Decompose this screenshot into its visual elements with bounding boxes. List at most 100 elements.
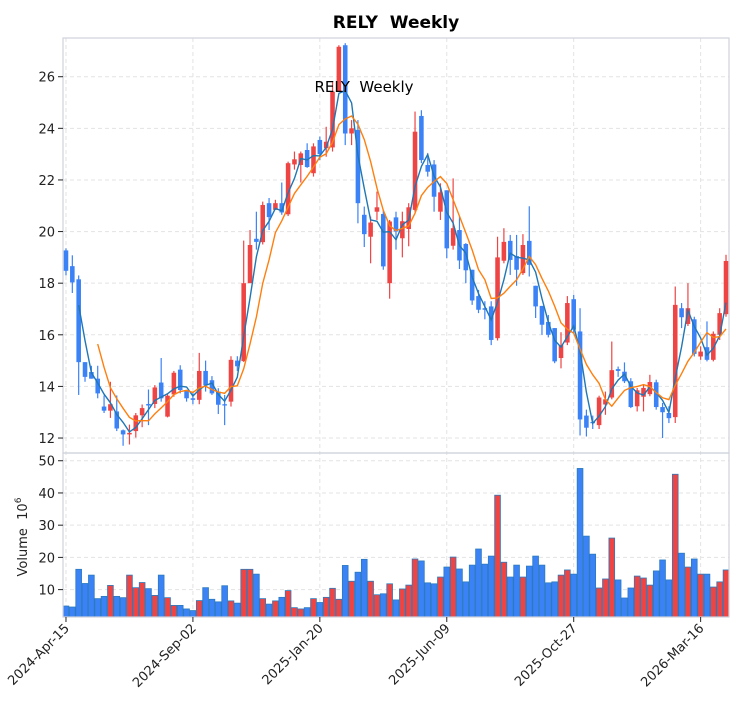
candle-down bbox=[254, 238, 259, 242]
candle-down bbox=[120, 430, 126, 435]
candle-up bbox=[273, 203, 278, 210]
volume-tick-label: 40 bbox=[38, 487, 55, 502]
volume-bar bbox=[437, 576, 444, 618]
volume-bar bbox=[94, 598, 101, 618]
chart-title: RELY Weekly bbox=[333, 13, 459, 33]
candle-down bbox=[177, 369, 183, 391]
volume-bar bbox=[500, 561, 508, 618]
volume-bar bbox=[265, 603, 273, 618]
price-tick-label: 14 bbox=[38, 380, 55, 395]
candle-up bbox=[634, 390, 640, 407]
volume-tick-label: 50 bbox=[38, 455, 55, 470]
candle-up bbox=[400, 221, 405, 239]
volume-bar bbox=[81, 583, 89, 618]
volume-bar bbox=[513, 564, 520, 618]
candle-down bbox=[539, 305, 545, 325]
candle-down bbox=[361, 214, 367, 235]
candle-down bbox=[514, 256, 519, 270]
candle-up bbox=[171, 372, 177, 395]
candle-down bbox=[114, 411, 120, 429]
volume-tick-label: 10 bbox=[38, 584, 55, 599]
x-tick-label: 2024-Apr-15 bbox=[5, 621, 72, 688]
candle-down bbox=[419, 115, 424, 161]
volume-bar bbox=[341, 565, 349, 618]
volume-bar bbox=[532, 555, 539, 618]
candle-up bbox=[139, 408, 145, 416]
candle-down bbox=[216, 391, 221, 405]
volume-bar bbox=[291, 607, 298, 618]
candle-up bbox=[374, 207, 380, 212]
candle-down bbox=[266, 203, 272, 218]
volume-bar bbox=[138, 582, 146, 618]
volume-bar bbox=[126, 574, 133, 618]
volume-bar bbox=[456, 568, 463, 618]
volume-bar bbox=[405, 584, 412, 618]
volume-bar bbox=[348, 580, 355, 618]
candle-down bbox=[190, 398, 196, 400]
candle-down bbox=[571, 299, 576, 330]
volume-bar bbox=[316, 602, 324, 618]
candle-up bbox=[349, 128, 354, 134]
candle-up bbox=[260, 204, 266, 243]
candle-down bbox=[577, 331, 583, 420]
volume-bar bbox=[494, 494, 501, 618]
candle-up bbox=[228, 359, 234, 402]
price-gridlines bbox=[63, 76, 729, 439]
candle-down bbox=[482, 308, 488, 310]
price-tick-label: 12 bbox=[38, 432, 55, 447]
volume-bar bbox=[399, 588, 406, 618]
candle-down bbox=[666, 412, 672, 419]
volume-gridlines bbox=[63, 460, 729, 591]
volume-bar bbox=[380, 593, 387, 618]
volume-bar bbox=[297, 608, 305, 618]
candle-down bbox=[235, 360, 240, 367]
volume-bar bbox=[272, 600, 279, 618]
candle-down bbox=[203, 370, 208, 386]
candle-up bbox=[609, 370, 615, 398]
volume-bar bbox=[278, 596, 286, 618]
x-tick-label: 2026-Mar-16 bbox=[638, 621, 707, 690]
volume-bar bbox=[335, 598, 343, 618]
candle-down bbox=[95, 378, 100, 394]
candle-down bbox=[355, 129, 361, 204]
volume-bars bbox=[62, 468, 730, 618]
candle-up bbox=[412, 131, 418, 210]
volume-bar bbox=[151, 595, 159, 618]
volume-bar bbox=[449, 556, 457, 618]
volume-bar bbox=[614, 579, 622, 618]
volume-bar bbox=[259, 598, 266, 618]
price-tick-label: 20 bbox=[38, 226, 55, 241]
price-tick-label: 16 bbox=[38, 329, 55, 344]
candle-up bbox=[438, 192, 443, 212]
moving-average-ma3 bbox=[78, 89, 727, 433]
volume-bar bbox=[621, 597, 628, 618]
price-tick-label: 24 bbox=[38, 122, 55, 137]
volume-bar bbox=[88, 574, 95, 618]
candle-up bbox=[323, 141, 329, 149]
x-tick-label: 2025-Jan-20 bbox=[260, 621, 327, 688]
volume-bar bbox=[418, 560, 425, 618]
candle-up bbox=[450, 228, 456, 246]
volume-bar bbox=[189, 610, 197, 618]
volume-bar bbox=[487, 555, 495, 618]
volume-bar bbox=[602, 578, 609, 618]
candle-down bbox=[63, 250, 69, 271]
candle-down bbox=[222, 404, 227, 406]
candle-down bbox=[546, 321, 551, 335]
volume-bar bbox=[633, 575, 641, 618]
candle-down bbox=[317, 139, 323, 155]
volume-bar bbox=[652, 570, 660, 618]
volume-bar bbox=[208, 598, 216, 618]
volume-bar bbox=[671, 473, 679, 618]
candle-down bbox=[469, 269, 475, 301]
candle-up bbox=[647, 382, 653, 395]
volume-bar bbox=[722, 569, 730, 618]
candle-down bbox=[526, 240, 532, 265]
volume-bar bbox=[538, 564, 546, 618]
candle-up bbox=[520, 244, 526, 274]
candle-down bbox=[342, 45, 348, 134]
moving-average-ma6 bbox=[97, 115, 727, 422]
volume-bar bbox=[411, 558, 419, 618]
candle-down bbox=[628, 381, 634, 408]
volume-bar bbox=[443, 566, 451, 618]
